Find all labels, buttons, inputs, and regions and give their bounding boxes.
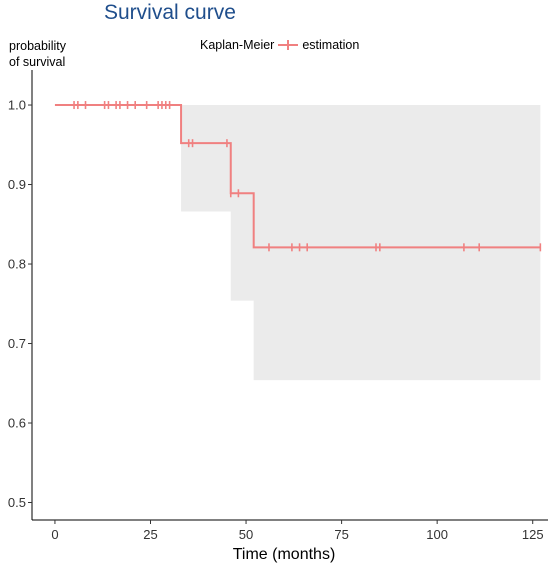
legend: Kaplan-Meier estimation: [200, 38, 359, 52]
x-tick-label: 0: [51, 527, 58, 542]
survival-step-line: [54, 104, 541, 249]
chart-title: Survival curve: [104, 1, 236, 24]
y-tick-label: 0.6: [8, 416, 26, 431]
x-tick-label: 125: [522, 527, 544, 542]
x-tick-label: 75: [334, 527, 348, 542]
x-axis-label: Time (months): [233, 546, 336, 563]
legend-key-estimation: [278, 40, 299, 50]
x-tick-label: 50: [239, 527, 253, 542]
confidence-band: [181, 105, 541, 381]
legend-label-estimation: estimation: [302, 38, 360, 52]
y-tick-label: 0.9: [8, 177, 26, 192]
x-tick-label: 100: [426, 527, 448, 542]
y-axis-label: probability of survival: [9, 38, 66, 70]
y-tick-label: 0.8: [8, 257, 26, 272]
y-tick-label: 1.0: [8, 98, 26, 113]
legend-title: Kaplan-Meier: [200, 38, 275, 52]
y-axis-label-line-1: probability: [9, 39, 66, 53]
y-tick-label: 0.7: [8, 336, 26, 351]
y-axis-label-line-2: of survival: [9, 55, 66, 69]
y-tick-label: 0.5: [8, 495, 26, 510]
x-tick-label: 25: [143, 527, 157, 542]
